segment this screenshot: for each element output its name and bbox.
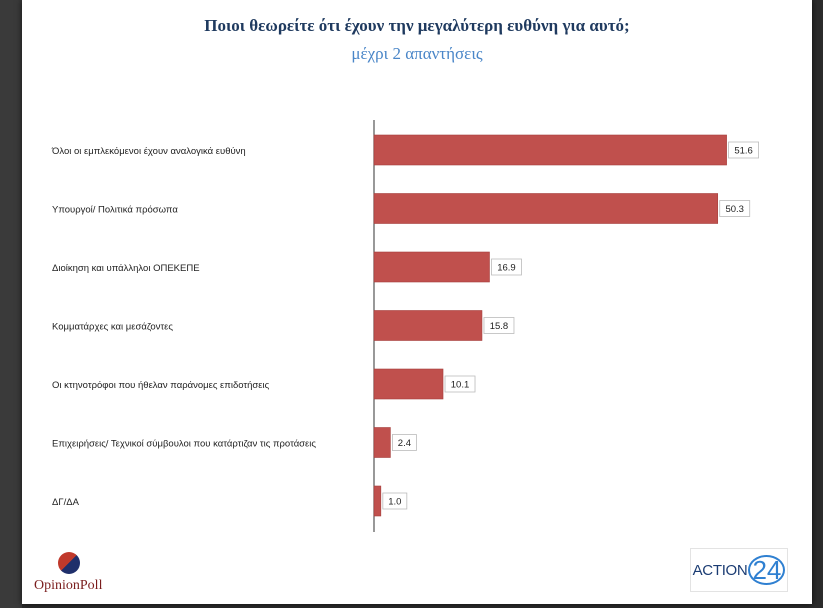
opinionpoll-logo: OpinionPoll (34, 552, 124, 596)
chart-title: Ποιοι θεωρείτε ότι έχουν την μεγαλύτερη … (204, 16, 630, 35)
data-label: 1.0 (388, 497, 401, 508)
bar (373, 251, 490, 283)
data-label: 2.4 (398, 438, 411, 449)
opinionpoll-logo-text: OpinionPoll (34, 578, 103, 593)
data-label: 15.8 (490, 321, 509, 332)
bar (373, 310, 483, 341)
chart-frame: Ποιοι θεωρείτε ότι έχουν την μεγαλύτερη … (22, 0, 812, 604)
data-label: 10.1 (451, 380, 470, 391)
bar-chart: Όλοι οι εμπλεκόμενοι έχουν αναλογικά ευθ… (51, 120, 759, 532)
data-label-box (491, 258, 522, 276)
data-label-box (391, 434, 417, 451)
category-label: Διοίκηση και υπάλληλοι ΟΠΕΚΕΠΕ (52, 263, 200, 274)
action24-logo-word: ACTION (692, 561, 748, 579)
action24-logo: ACTION 24 (690, 548, 788, 592)
data-label-box (719, 200, 751, 217)
bar (373, 134, 727, 166)
bar (373, 427, 391, 458)
data-label: 50.3 (725, 204, 744, 215)
category-label: Κομματάρχες και μεσάζοντες (52, 322, 173, 333)
category-label: Οι κτηνοτρόφοι που ήθελαν παράνομες επιδ… (52, 380, 270, 391)
data-label-box (444, 375, 476, 393)
category-label: Όλοι οι εμπλεκόμενοι έχουν αναλογικά ευθ… (51, 146, 246, 157)
data-label-box (382, 492, 408, 510)
action24-logo-number: 24 (748, 555, 786, 585)
category-label: ΔΓ/ΔΑ (52, 497, 80, 508)
bar (373, 193, 719, 224)
category-label: Υπουργοί/ Πολιτικά πρόσωπα (52, 205, 178, 216)
chart-subtitle: μέχρι 2 απαντήσεις (351, 44, 483, 63)
opinionpoll-logo-icon (58, 552, 80, 574)
data-label-box (483, 317, 515, 334)
data-label: 16.9 (497, 263, 516, 274)
category-label: Επιχειρήσεις/ Τεχνικοί σύμβουλοι που κατ… (52, 439, 316, 450)
bar (373, 485, 382, 517)
data-label-box (728, 141, 759, 159)
background-window-strip (0, 0, 22, 608)
data-label: 51.6 (734, 146, 753, 157)
bar (373, 368, 444, 400)
